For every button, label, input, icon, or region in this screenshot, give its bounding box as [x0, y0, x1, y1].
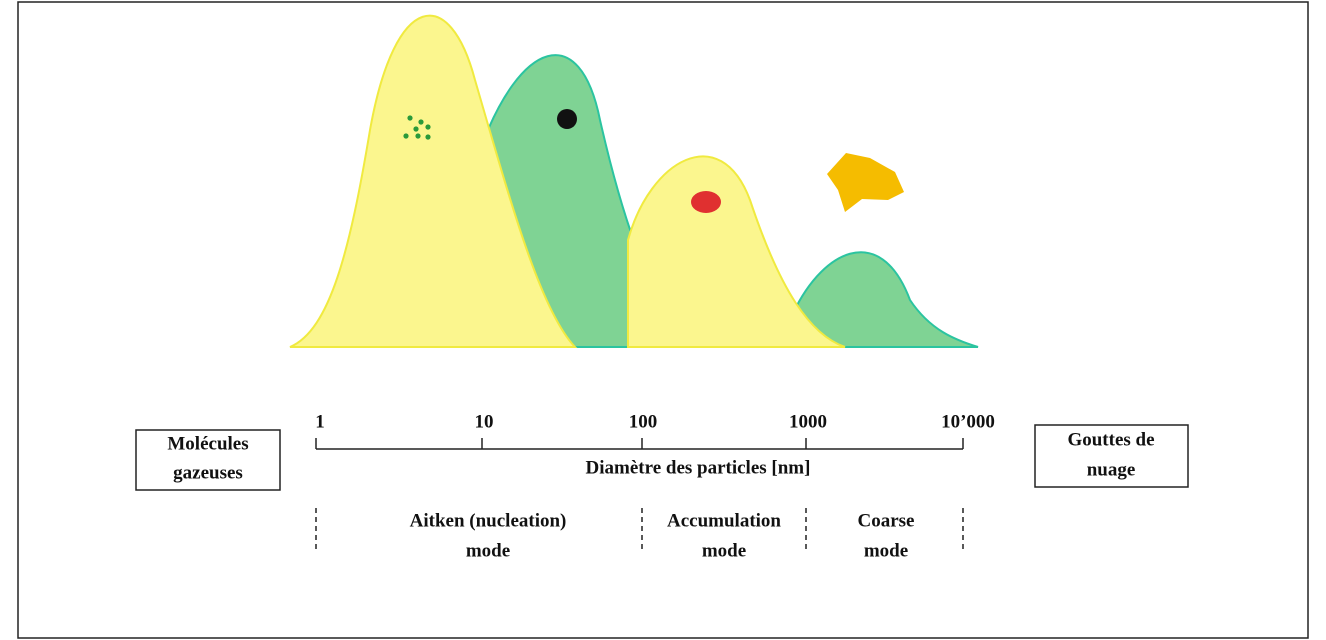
mode-label: Accumulation	[667, 510, 781, 531]
tick-label: 10’000	[941, 411, 995, 432]
tick-label: 100	[629, 411, 658, 432]
mode-label: mode	[864, 540, 908, 561]
mode-separators	[315, 508, 964, 552]
mode-label: Coarse	[858, 510, 915, 531]
soot-particle	[557, 109, 577, 129]
left-box	[135, 429, 281, 491]
nucleation-yellow-mode	[289, 14, 578, 348]
accumulation-yellow-mode	[627, 155, 846, 348]
right-box-line: Gouttes de	[1067, 429, 1154, 450]
left-box-line: Molécules	[167, 433, 248, 454]
right-box	[1034, 424, 1189, 488]
axis-label: Diamètre des particles [nm]	[586, 457, 811, 478]
gas-dots	[403, 115, 431, 140]
tick-label: 1000	[789, 411, 827, 432]
mode-label: mode	[702, 540, 746, 561]
tick-label: 10	[475, 411, 494, 432]
axis-ticks	[315, 438, 964, 449]
left-box-line: gazeuses	[173, 462, 243, 483]
mode-label: mode	[466, 540, 510, 561]
accumulation-particle	[691, 191, 721, 213]
mode-label: Aitken (nucleation)	[410, 510, 567, 531]
coarse-particle	[827, 153, 904, 212]
coarse-green-mode	[789, 251, 979, 348]
right-box-line: nuage	[1087, 459, 1136, 480]
tick-label: 1	[315, 411, 325, 432]
